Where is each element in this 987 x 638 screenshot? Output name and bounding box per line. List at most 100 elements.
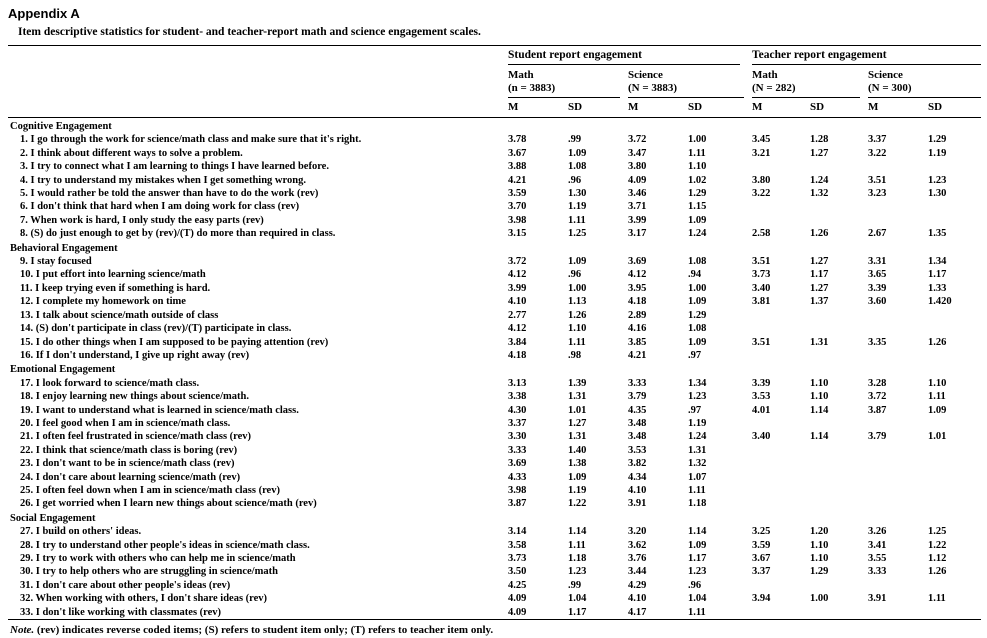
stat-value — [810, 214, 868, 227]
stat-value — [752, 322, 810, 335]
stat-value: 1.20 — [810, 526, 829, 538]
stat-value: 1.24 — [688, 431, 707, 443]
stat-value — [868, 484, 928, 497]
item-label: 18. I enjoy learning new things about sc… — [20, 391, 249, 403]
item-row: 5. I would rather be told the answer tha… — [8, 187, 981, 200]
item-row: 21. I often feel frustrated in science/m… — [8, 430, 981, 443]
stat-value: 4.25 — [508, 579, 527, 591]
stat-value: 1.32 — [688, 458, 707, 470]
item-label: 16. If I don't understand, I give up rig… — [20, 349, 250, 361]
stat-value — [752, 309, 810, 322]
stat-value: 1.10 — [568, 323, 587, 335]
table-note: Note. (rev) indicates reverse coded item… — [8, 620, 981, 637]
stat-value: 3.55 — [868, 553, 887, 564]
stat-header-spacer — [8, 98, 508, 118]
stat-value: 1.10 — [688, 161, 707, 173]
stat-value: 1.04 — [688, 593, 707, 605]
stat-value: 4.21 — [508, 174, 527, 186]
stat-value: 1.26 — [928, 336, 947, 348]
stat-value: 3.87 — [508, 498, 527, 510]
section-header-row: Emotional Engagement — [8, 362, 981, 376]
stat-value: 3.31 — [868, 256, 887, 268]
stat-value: 1.30 — [928, 188, 947, 200]
stat-value — [810, 606, 868, 620]
item-row: 30. I try to help others who are struggl… — [8, 565, 981, 578]
stat-value: 1.39 — [568, 377, 587, 389]
stat-value: 1.17 — [810, 269, 829, 281]
stat-value: 3.72 — [868, 391, 887, 403]
stat-header-m: M — [628, 98, 688, 118]
stat-value — [868, 417, 928, 430]
table-header: Student report engagement Teacher report… — [8, 46, 982, 118]
stat-value: 1.31 — [810, 336, 829, 348]
stat-value: 4.10 — [628, 593, 647, 605]
item-row: 32. When working with others, I don't sh… — [8, 592, 981, 605]
stat-value — [752, 417, 810, 430]
item-label: 15. I do other things when I am supposed… — [20, 336, 329, 348]
stat-value: 1.11 — [688, 147, 706, 159]
stat-value: 3.80 — [752, 174, 771, 186]
stat-value: 3.47 — [628, 147, 647, 159]
item-row: 4. I try to understand my mistakes when … — [8, 174, 981, 187]
stat-value: .99 — [568, 134, 582, 146]
stat-value: 1.26 — [928, 566, 947, 578]
stat-value: 3.50 — [508, 566, 527, 578]
stat-value: 3.59 — [752, 539, 771, 551]
stat-value: 1.23 — [688, 566, 707, 578]
stat-value — [928, 322, 981, 335]
stat-value — [928, 160, 981, 173]
item-label: 13. I talk about science/math outside of… — [20, 309, 219, 321]
group-header-row: Student report engagement Teacher report… — [8, 46, 982, 65]
item-row: 22. I think that science/math class is b… — [8, 444, 981, 457]
item-label: 31. I don't care about other people's id… — [20, 579, 231, 591]
stat-value: 1.27 — [568, 417, 587, 429]
stat-value: 3.35 — [868, 336, 887, 348]
item-row: 7. When work is hard, I only study the e… — [8, 214, 981, 227]
stat-value: 1.22 — [568, 498, 587, 510]
stat-value — [868, 322, 928, 335]
stat-value: 3.67 — [752, 553, 771, 564]
stat-header-sd: SD — [688, 98, 753, 118]
appendix-title: Appendix A — [8, 6, 80, 21]
stat-header-sd: SD — [568, 98, 628, 118]
section-title: Cognitive Engagement — [10, 121, 112, 132]
stat-value — [928, 444, 981, 457]
teacher-group-header: Teacher report engagement — [752, 46, 982, 65]
stat-value: 1.23 — [928, 174, 947, 186]
stat-header-m: M — [752, 98, 811, 118]
stat-value: 4.10 — [628, 484, 647, 496]
item-row: 10. I put effort into learning science/m… — [8, 268, 981, 281]
stat-value — [928, 200, 981, 213]
stat-value: 1.32 — [810, 188, 829, 200]
stat-value: 3.67 — [508, 147, 527, 159]
item-row: 29. I try to work with others who can he… — [8, 552, 981, 565]
stat-value: 1.26 — [568, 309, 587, 321]
item-label: 6. I don't think that hard when I am doi… — [20, 201, 300, 213]
stat-value: 3.84 — [508, 336, 527, 348]
stat-value: 3.59 — [508, 188, 527, 200]
stat-value: 3.28 — [868, 377, 887, 389]
stat-header-row: M SD M SD M SD M SD — [8, 98, 982, 118]
item-label: 30. I try to help others who are struggl… — [20, 566, 278, 578]
stat-value: 3.44 — [628, 566, 647, 578]
stat-value: 4.34 — [628, 471, 647, 483]
stat-value: 1.01 — [928, 431, 947, 443]
item-label: 27. I build on others' ideas. — [20, 526, 142, 538]
item-row: 28. I try to understand other people's i… — [8, 539, 981, 552]
stat-value: 1.25 — [928, 526, 947, 538]
stat-value: 1.00 — [688, 134, 707, 146]
stat-value: 3.37 — [508, 417, 527, 429]
stat-value: 1.420 — [928, 296, 952, 308]
stat-value: 4.09 — [508, 593, 527, 605]
stat-value: .99 — [568, 579, 582, 591]
stat-value — [810, 457, 868, 470]
item-label: 12. I complete my homework on time — [20, 296, 186, 308]
stat-value: 1.09 — [688, 214, 707, 226]
stat-value: 3.37 — [752, 566, 771, 578]
stat-value: 3.14 — [508, 526, 527, 538]
stat-value — [810, 471, 868, 484]
item-row: 6. I don't think that hard when I am doi… — [8, 200, 981, 213]
item-label: 19. I want to understand what is learned… — [20, 404, 299, 416]
stat-value: 4.21 — [628, 349, 647, 361]
item-row: 31. I don't care about other people's id… — [8, 579, 981, 592]
